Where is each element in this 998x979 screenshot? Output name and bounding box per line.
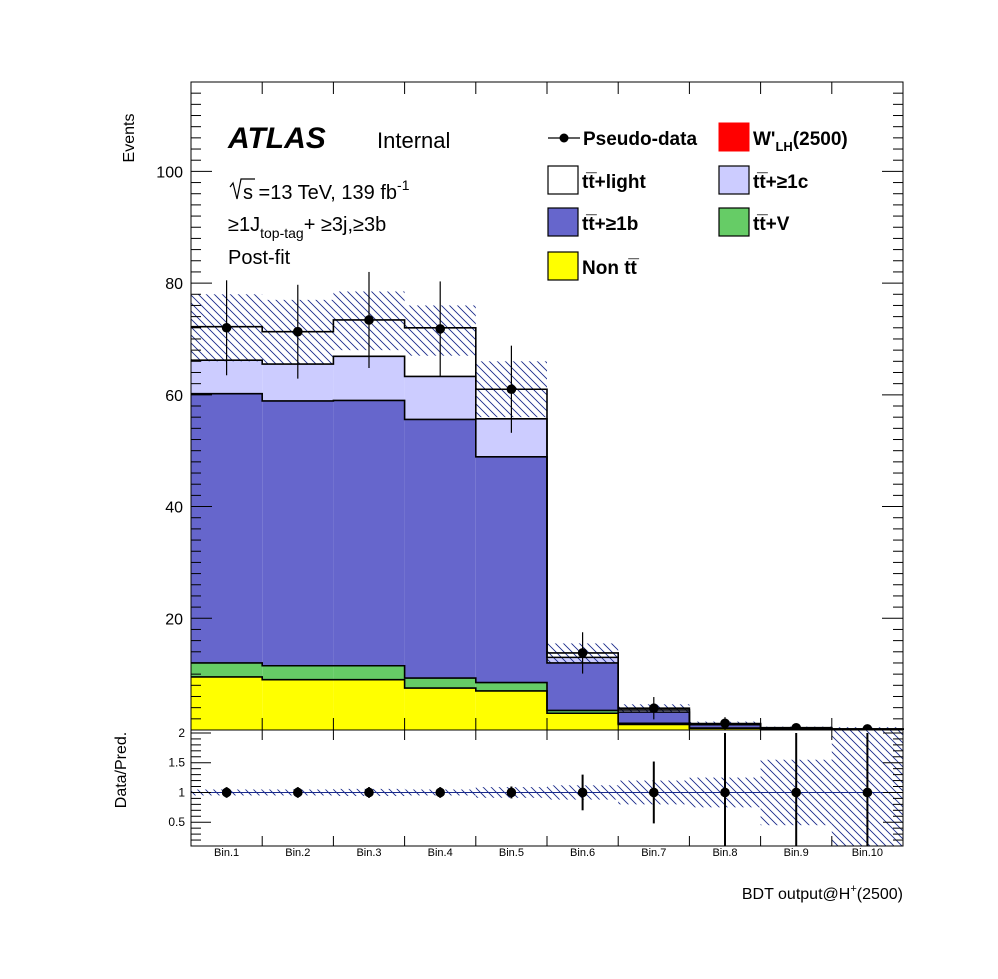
data-point-bin2: [293, 327, 303, 337]
ratio-point-bin10: [863, 788, 873, 798]
y-tick-label: 20: [165, 611, 183, 628]
x-category-label: Bin.2: [285, 847, 310, 859]
svg-text:tt̅+V: tt̅+V: [753, 214, 790, 235]
svg-text:tt̅+light: tt̅+light: [582, 172, 647, 193]
x-category-label: Bin.9: [784, 847, 809, 859]
ratio-point-bin5: [507, 788, 517, 798]
bar-s2-bin2: [262, 401, 333, 666]
svg-text:tt̅+≥1c: tt̅+≥1c: [753, 172, 809, 193]
y-axis-title: Events: [121, 114, 138, 163]
ratio-point-bin8: [720, 788, 730, 798]
bar-s0-bin4: [405, 688, 476, 730]
bar-s2-bin4: [405, 419, 476, 678]
data-point-bin6: [578, 648, 588, 658]
bar-s1-bin4: [405, 678, 476, 688]
x-category-label: Bin.6: [570, 847, 595, 859]
bar-s0-bin1: [191, 677, 262, 730]
y-tick-label: 80: [165, 276, 183, 293]
x-category-label: Bin.5: [499, 847, 524, 859]
energy-label: s =13 TeV, 139 fb-1: [230, 177, 410, 204]
y-tick-label: 100: [156, 164, 183, 181]
bar-s0-bin6: [547, 713, 618, 730]
bar-s1-bin5: [476, 683, 547, 691]
ratio-y-axis-title: Data/Pred.: [113, 732, 130, 808]
x-category-label: Bin.7: [641, 847, 666, 859]
fit-label: Post-fit: [228, 247, 291, 269]
data-point-bin5: [507, 384, 517, 394]
ratio-point-bin3: [364, 788, 374, 798]
ratio-point-bin4: [435, 788, 445, 798]
x-axis-title: BDT output@H+(2500): [742, 883, 903, 903]
ratio-point-bin1: [222, 788, 232, 798]
bar-s0-bin2: [262, 680, 333, 730]
data-point-bin7: [649, 703, 659, 713]
svg-text:tt̅+≥1b: tt̅+≥1b: [582, 214, 638, 235]
y-tick-label: 60: [165, 388, 183, 405]
data-point-bin8: [720, 718, 730, 728]
ratio-point-bin2: [293, 788, 303, 798]
bar-s3-bin4: [405, 376, 476, 419]
bar-s1-bin2: [262, 666, 333, 680]
ratio-point-bin9: [791, 788, 801, 798]
internal-label: Internal: [377, 128, 450, 153]
ratio-y-tick-label: 1.5: [168, 756, 185, 770]
x-category-label: Bin.10: [852, 847, 883, 859]
data-point-bin1: [222, 323, 232, 333]
x-category-label: Bin.4: [428, 847, 453, 859]
ratio-y-tick-label: 1: [178, 785, 185, 799]
bar-s1-bin3: [333, 666, 404, 680]
svg-text:s =13 TeV, 139 fb-1: s =13 TeV, 139 fb-1: [243, 177, 410, 204]
y-tick-label: 40: [165, 500, 183, 517]
data-point-bin4: [435, 324, 445, 334]
bar-s2-bin3: [333, 400, 404, 665]
x-category-label: Bin.8: [712, 847, 737, 859]
x-category-label: Bin.3: [356, 847, 381, 859]
bar-s1-bin1: [191, 663, 262, 677]
atlas-label: ATLAS: [227, 122, 326, 155]
svg-text:Pseudo-data: Pseudo-data: [583, 129, 697, 150]
ratio-y-tick-label: 2: [178, 726, 185, 740]
ratio-y-tick-label: 0.5: [168, 815, 185, 829]
bar-s2-bin1: [191, 394, 262, 663]
svg-text:Non tt̅: Non tt̅: [582, 258, 640, 279]
bar-s0-bin7: [618, 724, 689, 730]
x-category-label: Bin.1: [214, 847, 239, 859]
data-point-bin3: [364, 315, 374, 325]
bar-s0-bin5: [476, 691, 547, 730]
ratio-point-bin7: [649, 788, 659, 798]
ratio-point-bin6: [578, 788, 588, 798]
bar-s2-bin5: [476, 457, 547, 683]
bar-s0-bin3: [333, 680, 404, 730]
